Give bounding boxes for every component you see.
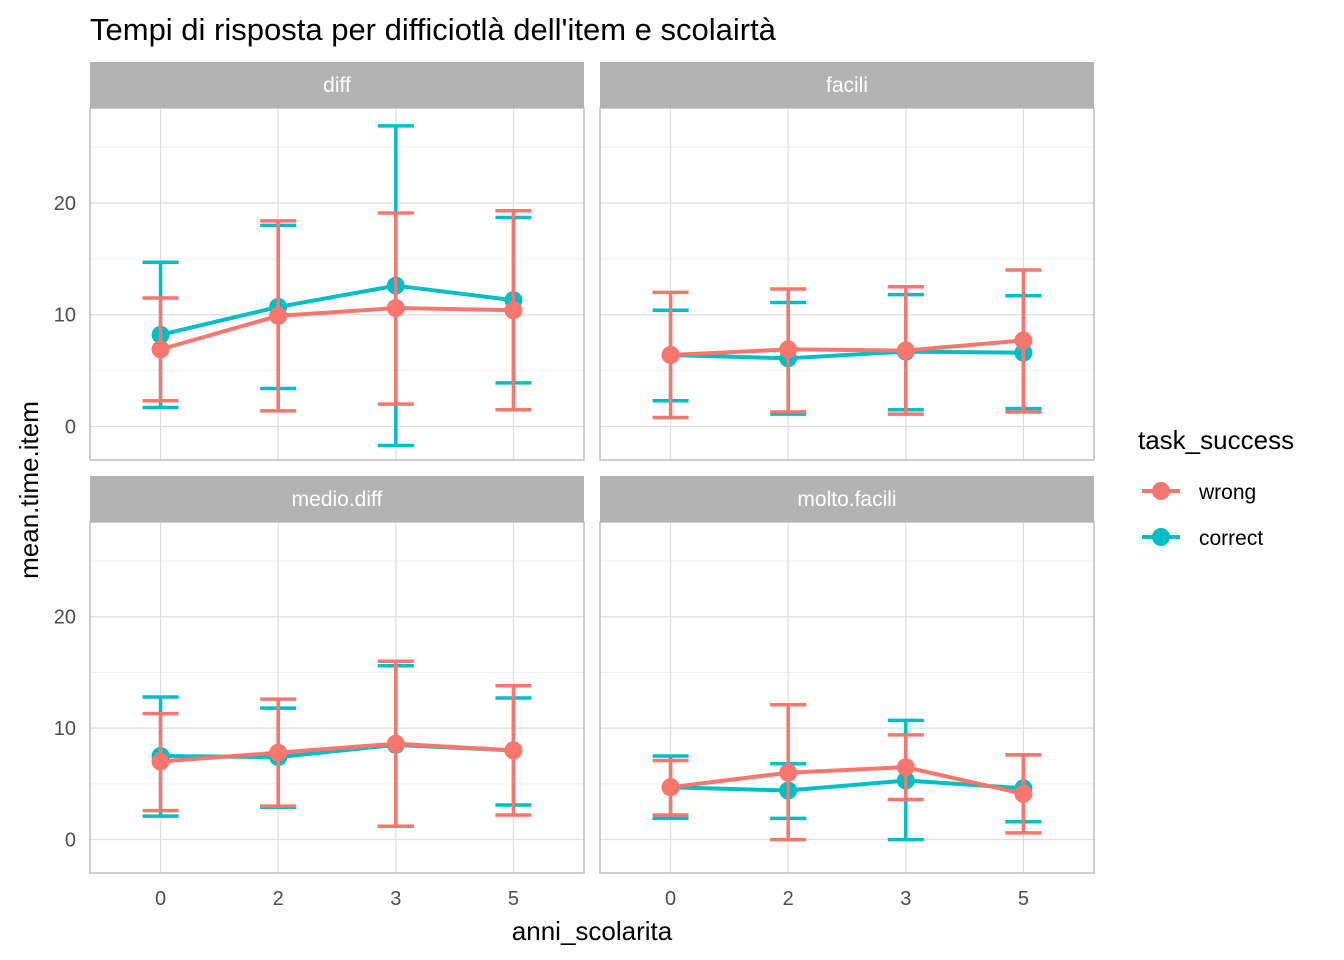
data-point-wrong (504, 301, 523, 320)
data-point-wrong (896, 758, 915, 777)
data-point-wrong (269, 743, 288, 762)
facet-panel-diff: diff 0 10 20 (54, 62, 585, 461)
legend-item-correct: correct (1142, 527, 1263, 550)
data-point-wrong (779, 340, 798, 359)
series-line-wrong (160, 741, 514, 764)
x-tick-label: 2 (783, 888, 794, 910)
data-point-wrong (386, 734, 405, 753)
series-line-wrong (160, 306, 514, 352)
series-wrong (142, 659, 532, 828)
chart-title: Tempi di risposta per difficiotlà dell'i… (90, 12, 777, 47)
x-tick-label: 2 (273, 888, 284, 910)
x-tick-label: 3 (390, 888, 401, 910)
panel-border (599, 107, 1095, 461)
y-tick-label: 10 (54, 305, 76, 327)
legend-label: correct (1199, 527, 1263, 550)
series-correct (652, 718, 1042, 842)
panel-border (89, 521, 585, 874)
facet-strip-label: diff (323, 74, 351, 97)
panel-border (599, 521, 1095, 874)
x-tick-label: 5 (1018, 888, 1029, 910)
y-tick-label: 0 (65, 416, 76, 438)
facet-strip-label: facili (826, 74, 868, 97)
legend-item-wrong: wrong (1142, 481, 1256, 504)
legend-key-point (1152, 482, 1170, 500)
legend-key-point (1152, 528, 1170, 546)
data-point-wrong (1014, 784, 1033, 803)
series-line-correct (160, 283, 514, 337)
facet-strip (90, 62, 584, 108)
series-correct (142, 663, 532, 828)
facet-panel-molto-facili: molto.facili 0 2 3 5 (599, 476, 1095, 910)
facet-strip (600, 476, 1094, 522)
series-wrong (652, 268, 1042, 420)
data-point-wrong (269, 306, 288, 325)
facet-panel-facili: facili (599, 62, 1095, 461)
y-tick-label: 20 (54, 193, 76, 215)
x-tick-label: 3 (900, 888, 911, 910)
facet-strip-label: molto.facili (797, 488, 896, 511)
series-line-wrong (670, 338, 1024, 357)
series-correct (142, 124, 532, 448)
data-point-wrong (1014, 331, 1033, 350)
y-axis-title: mean.time.item (14, 401, 44, 579)
series-wrong (142, 209, 532, 413)
panel-grid (600, 522, 1094, 873)
x-tick-label: 0 (665, 888, 676, 910)
y-tick-label: 10 (54, 718, 76, 740)
data-point-wrong (661, 345, 680, 364)
legend-title: task_success (1138, 425, 1294, 455)
panel-border (89, 107, 585, 461)
series-line-correct (670, 778, 1024, 793)
data-point-wrong (386, 299, 405, 318)
data-point-wrong (661, 778, 680, 797)
data-point-wrong (779, 763, 798, 782)
y-tick-label: 0 (65, 830, 76, 852)
data-point-wrong (151, 752, 170, 771)
y-tick-label: 20 (54, 607, 76, 629)
facet-strip (90, 476, 584, 522)
facet-strip (600, 62, 1094, 108)
x-tick-label: 5 (508, 888, 519, 910)
series-line-correct (670, 349, 1024, 361)
data-point-wrong (504, 741, 523, 760)
data-point-wrong (151, 340, 170, 359)
data-point-wrong (896, 341, 915, 360)
x-axis-title: anni_scolarita (512, 916, 673, 946)
facet-panel-medio-diff: medio.diff 0 10 20 0 2 3 5 (54, 476, 585, 910)
series-line-wrong (670, 765, 1024, 796)
legend-label: wrong (1198, 481, 1256, 504)
series-wrong (652, 702, 1042, 842)
x-tick-label: 0 (155, 888, 166, 910)
facet-strip-label: medio.diff (292, 488, 383, 511)
